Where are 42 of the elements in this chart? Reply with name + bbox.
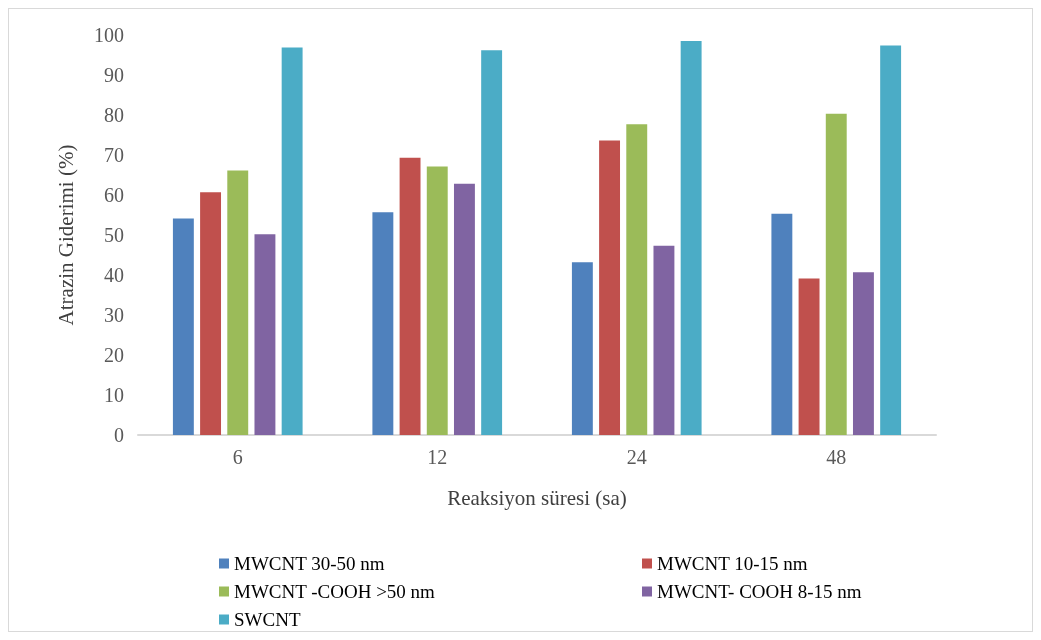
bar [798, 278, 820, 435]
y-tick-label: 50 [104, 224, 124, 246]
y-tick-label: 10 [104, 384, 124, 406]
y-tick-label: 100 [94, 24, 124, 46]
bar [200, 192, 222, 435]
legend-label: MWCNT 30-50 nm [234, 553, 385, 574]
bar [880, 45, 902, 435]
y-tick-label: 70 [104, 144, 124, 166]
legend-label: SWCNT [234, 609, 301, 630]
x-tick-label: 12 [427, 446, 448, 468]
bar [852, 272, 874, 435]
y-axis-title: Atrazin Giderimi (%) [53, 144, 78, 326]
x-axis-title: Reaksiyon süresi (sa) [447, 485, 627, 510]
y-tick-label: 30 [104, 304, 124, 326]
bar [771, 213, 793, 435]
bar [399, 157, 421, 435]
bar [172, 218, 194, 435]
y-tick-label: 90 [104, 64, 124, 86]
bar [426, 166, 448, 435]
bar [372, 212, 394, 435]
bar [680, 41, 702, 435]
bar [653, 245, 675, 435]
bar [599, 140, 621, 435]
x-tick-label: 48 [826, 446, 847, 468]
bar [281, 47, 303, 435]
y-tick-label: 80 [104, 104, 124, 126]
bar [825, 113, 847, 435]
bar [453, 183, 475, 435]
legend-label: MWCNT -COOH >50 nm [234, 581, 436, 602]
y-tick-label: 60 [104, 184, 124, 206]
bar [626, 124, 648, 435]
legend-label: MWCNT 10-15 nm [657, 553, 808, 574]
x-tick-label: 24 [626, 446, 647, 468]
legend-label: MWCNT- COOH 8-15 nm [657, 581, 862, 602]
y-tick-label: 40 [104, 264, 124, 286]
bar [481, 50, 503, 435]
bar [254, 234, 276, 435]
bar [227, 170, 249, 435]
y-tick-label: 20 [104, 344, 124, 366]
x-tick-label: 6 [232, 446, 243, 468]
bar [571, 262, 593, 435]
y-tick-label: 0 [114, 424, 124, 446]
